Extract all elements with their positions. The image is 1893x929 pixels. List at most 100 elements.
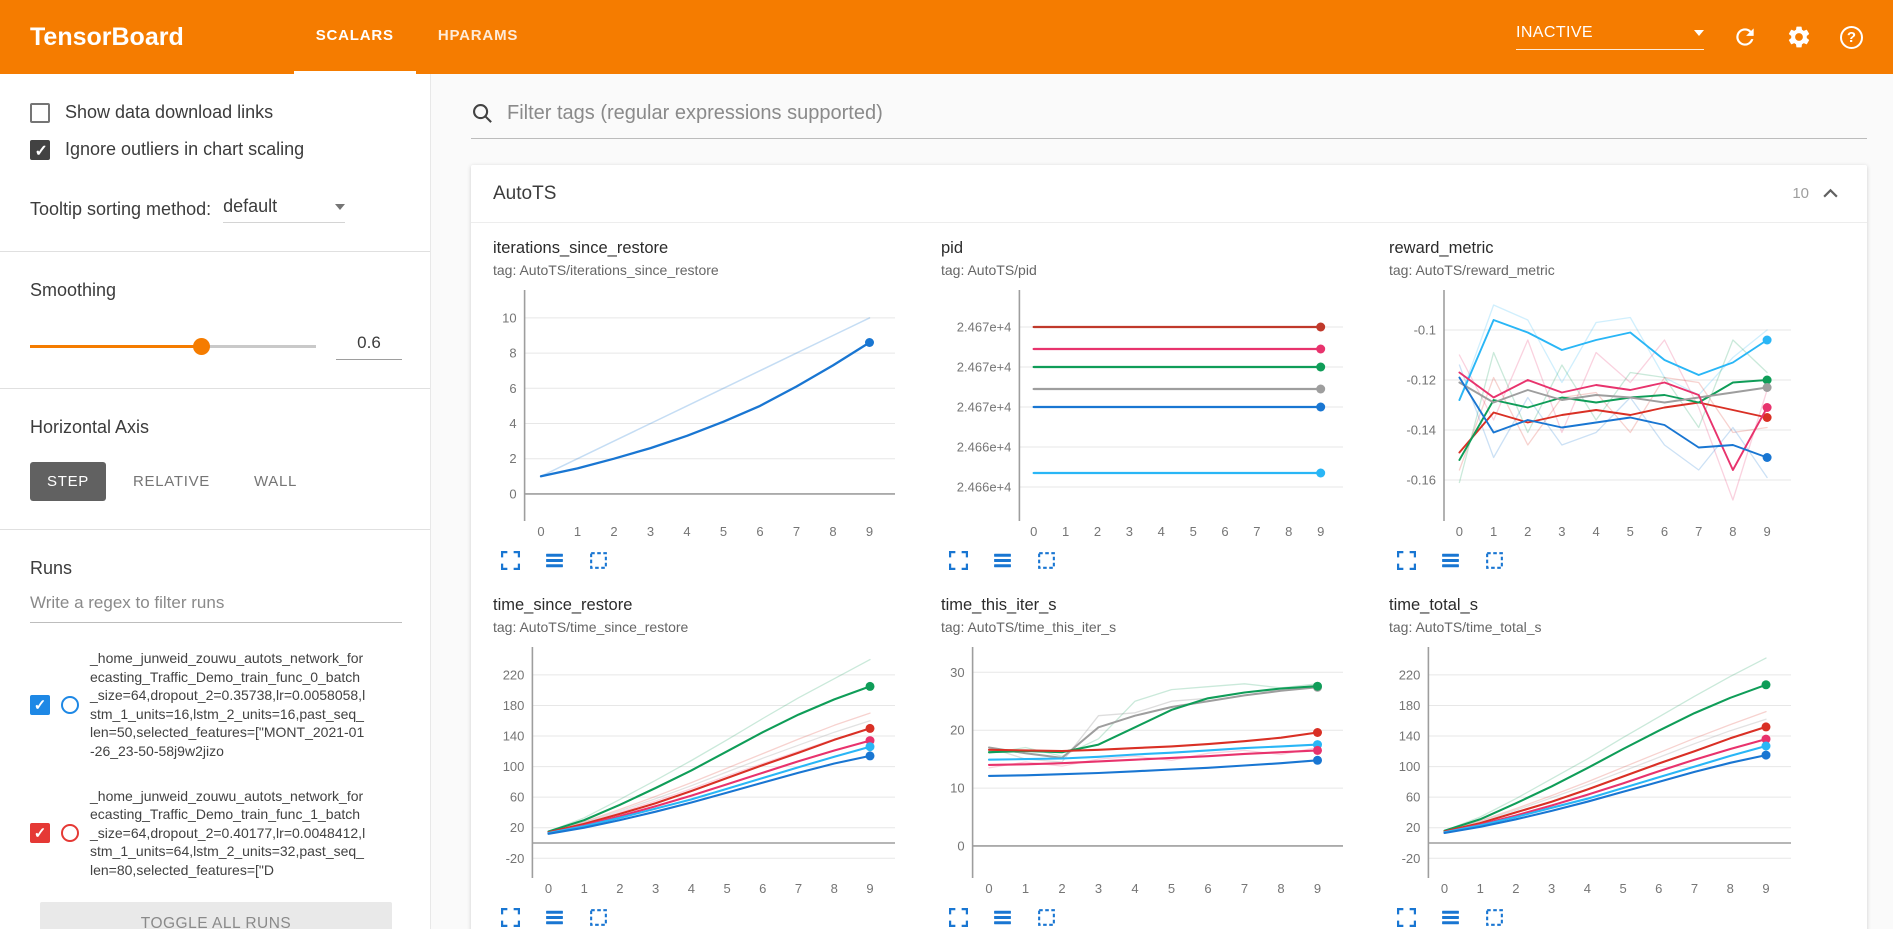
card-title[interactable]: AutoTS (493, 182, 557, 204)
svg-text:9: 9 (866, 881, 873, 896)
ignore-outliers-row[interactable]: Ignore outliers in chart scaling (30, 139, 402, 161)
run-radio[interactable] (61, 695, 79, 714)
tag-filter-input[interactable] (507, 102, 1867, 125)
chart-toolbar (941, 547, 1355, 574)
chart-tag: tag: AutoTS/iterations_since_restore (493, 262, 719, 278)
fit-domain-icon[interactable] (1481, 547, 1508, 574)
run-label: _home_junweid_zouwu_autots_network_forec… (90, 650, 366, 760)
chart-panel: reward_metric tag: AutoTS/reward_metric … (1389, 239, 1803, 574)
svg-text:7: 7 (1695, 524, 1702, 539)
svg-text:0: 0 (1441, 881, 1448, 896)
smoothing-value[interactable]: 0.6 (336, 333, 402, 360)
main-area: AutoTS 10 iterations_since_restore tag: … (431, 74, 1893, 929)
chart-plot[interactable]: -20 20 60 100 140 180 220 0 1 2 3 4 5 6 7 8 9 (1389, 640, 1803, 902)
top-bar-actions: INACTIVE ? (1516, 0, 1863, 74)
runs-list-icon[interactable] (541, 547, 568, 574)
sidebar-divider (0, 251, 430, 252)
svg-text:0: 0 (537, 524, 544, 539)
run-radio[interactable] (61, 824, 79, 843)
svg-text:5: 5 (1619, 881, 1626, 896)
svg-text:1: 1 (1477, 881, 1484, 896)
chevron-down-icon (335, 203, 346, 210)
svg-text:140: 140 (1399, 729, 1421, 744)
tooltip-sort-row: Tooltip sorting method: default (30, 196, 402, 223)
svg-text:2.466e+4: 2.466e+4 (957, 440, 1012, 455)
runs-list-icon[interactable] (989, 904, 1016, 929)
fit-domain-icon[interactable] (1033, 904, 1060, 929)
collapse-card-icon[interactable] (1822, 188, 1839, 199)
svg-text:-20: -20 (1402, 851, 1421, 866)
smoothing-slider-thumb[interactable] (193, 338, 211, 355)
svg-text:5: 5 (1168, 881, 1175, 896)
expand-chart-icon[interactable] (945, 547, 972, 574)
chart-toolbar (1389, 547, 1803, 574)
refresh-icon[interactable] (1732, 24, 1758, 50)
tab-scalars[interactable]: SCALARS (293, 0, 416, 74)
svg-text:9: 9 (1763, 524, 1770, 539)
charts-grid: iterations_since_restore tag: AutoTS/ite… (471, 223, 1867, 929)
chart-toolbar (941, 904, 1355, 929)
settings-gear-icon[interactable] (1786, 24, 1812, 50)
svg-text:8: 8 (1729, 524, 1736, 539)
run-checkbox[interactable]: ✓ (30, 823, 50, 844)
axis-wall-button[interactable]: WALL (254, 473, 298, 490)
chart-plot[interactable]: -20 20 60 100 140 180 220 0 1 2 3 4 5 6 7 8 9 (493, 640, 907, 902)
svg-text:5: 5 (720, 524, 727, 539)
svg-text:2: 2 (1094, 524, 1101, 539)
svg-text:-20: -20 (506, 851, 525, 866)
run-checkbox[interactable]: ✓ (30, 694, 50, 715)
runs-list-icon[interactable] (541, 904, 568, 929)
expand-chart-icon[interactable] (497, 547, 524, 574)
runs-list-icon[interactable] (1437, 547, 1464, 574)
show-download-links-checkbox[interactable] (30, 102, 50, 123)
runs-filter-input[interactable] (30, 581, 402, 623)
svg-text:-0.14: -0.14 (1406, 423, 1436, 438)
fit-domain-icon[interactable] (585, 547, 612, 574)
svg-text:7: 7 (793, 524, 800, 539)
svg-text:60: 60 (510, 790, 524, 805)
tooltip-sort-dropdown[interactable]: default (223, 196, 346, 223)
chevron-down-icon (1694, 30, 1704, 36)
chart-plot[interactable]: 0 10 20 30 0 1 2 3 4 5 6 7 8 9 (941, 640, 1355, 902)
svg-text:8: 8 (831, 881, 838, 896)
chart-toolbar (493, 904, 907, 929)
expand-chart-icon[interactable] (945, 904, 972, 929)
expand-chart-icon[interactable] (1393, 904, 1420, 929)
runs-list-icon[interactable] (989, 547, 1016, 574)
card-chart-count: 10 (1792, 185, 1809, 202)
axis-relative-button[interactable]: RELATIVE (132, 473, 210, 490)
svg-text:2: 2 (1524, 524, 1531, 539)
svg-text:60: 60 (1406, 790, 1420, 805)
svg-text:7: 7 (1241, 881, 1248, 896)
fit-domain-icon[interactable] (1481, 904, 1508, 929)
ignore-outliers-label: Ignore outliers in chart scaling (65, 139, 305, 159)
axis-step-button[interactable]: STEP (30, 462, 106, 501)
svg-text:0: 0 (957, 838, 964, 853)
svg-text:2: 2 (1512, 881, 1519, 896)
chart-title: time_total_s (1389, 596, 1478, 614)
toggle-all-runs-button[interactable]: TOGGLE ALL RUNS (40, 901, 392, 929)
fit-domain-icon[interactable] (1033, 547, 1060, 574)
expand-chart-icon[interactable] (1393, 547, 1420, 574)
svg-text:9: 9 (1314, 881, 1321, 896)
sidebar: Show data download links Ignore outliers… (0, 74, 431, 929)
runs-list-icon[interactable] (1437, 904, 1464, 929)
smoothing-slider[interactable] (30, 338, 316, 355)
help-icon[interactable]: ? (1840, 25, 1863, 49)
chart-tag: tag: AutoTS/time_total_s (1389, 619, 1542, 635)
card-header-actions: 10 (1792, 185, 1839, 202)
tab-hparams[interactable]: HPARAMS (437, 27, 519, 44)
svg-text:5: 5 (1627, 524, 1634, 539)
chart-plot[interactable]: 2.467e+4 2.467e+4 2.467e+4 2.466e+4 2.466e+4… (941, 283, 1355, 545)
chart-plot[interactable]: 0 2 4 6 8 10 0 1 2 3 4 5 6 7 8 9 (493, 283, 907, 545)
show-download-links-row[interactable]: Show data download links (30, 102, 402, 123)
ignore-outliers-checkbox[interactable] (30, 139, 50, 161)
chart-plot[interactable]: -0.1 -0.12 -0.14 -0.16 0 1 2 3 4 5 6 7 8 9 (1389, 283, 1803, 545)
expand-chart-icon[interactable] (497, 904, 524, 929)
fit-domain-icon[interactable] (585, 904, 612, 929)
svg-text:1: 1 (1490, 524, 1497, 539)
chart-panel: time_total_s tag: AutoTS/time_total_s -2… (1389, 596, 1803, 929)
autots-card-header: AutoTS 10 (471, 165, 1867, 223)
data-status-dropdown[interactable]: INACTIVE (1516, 24, 1704, 50)
